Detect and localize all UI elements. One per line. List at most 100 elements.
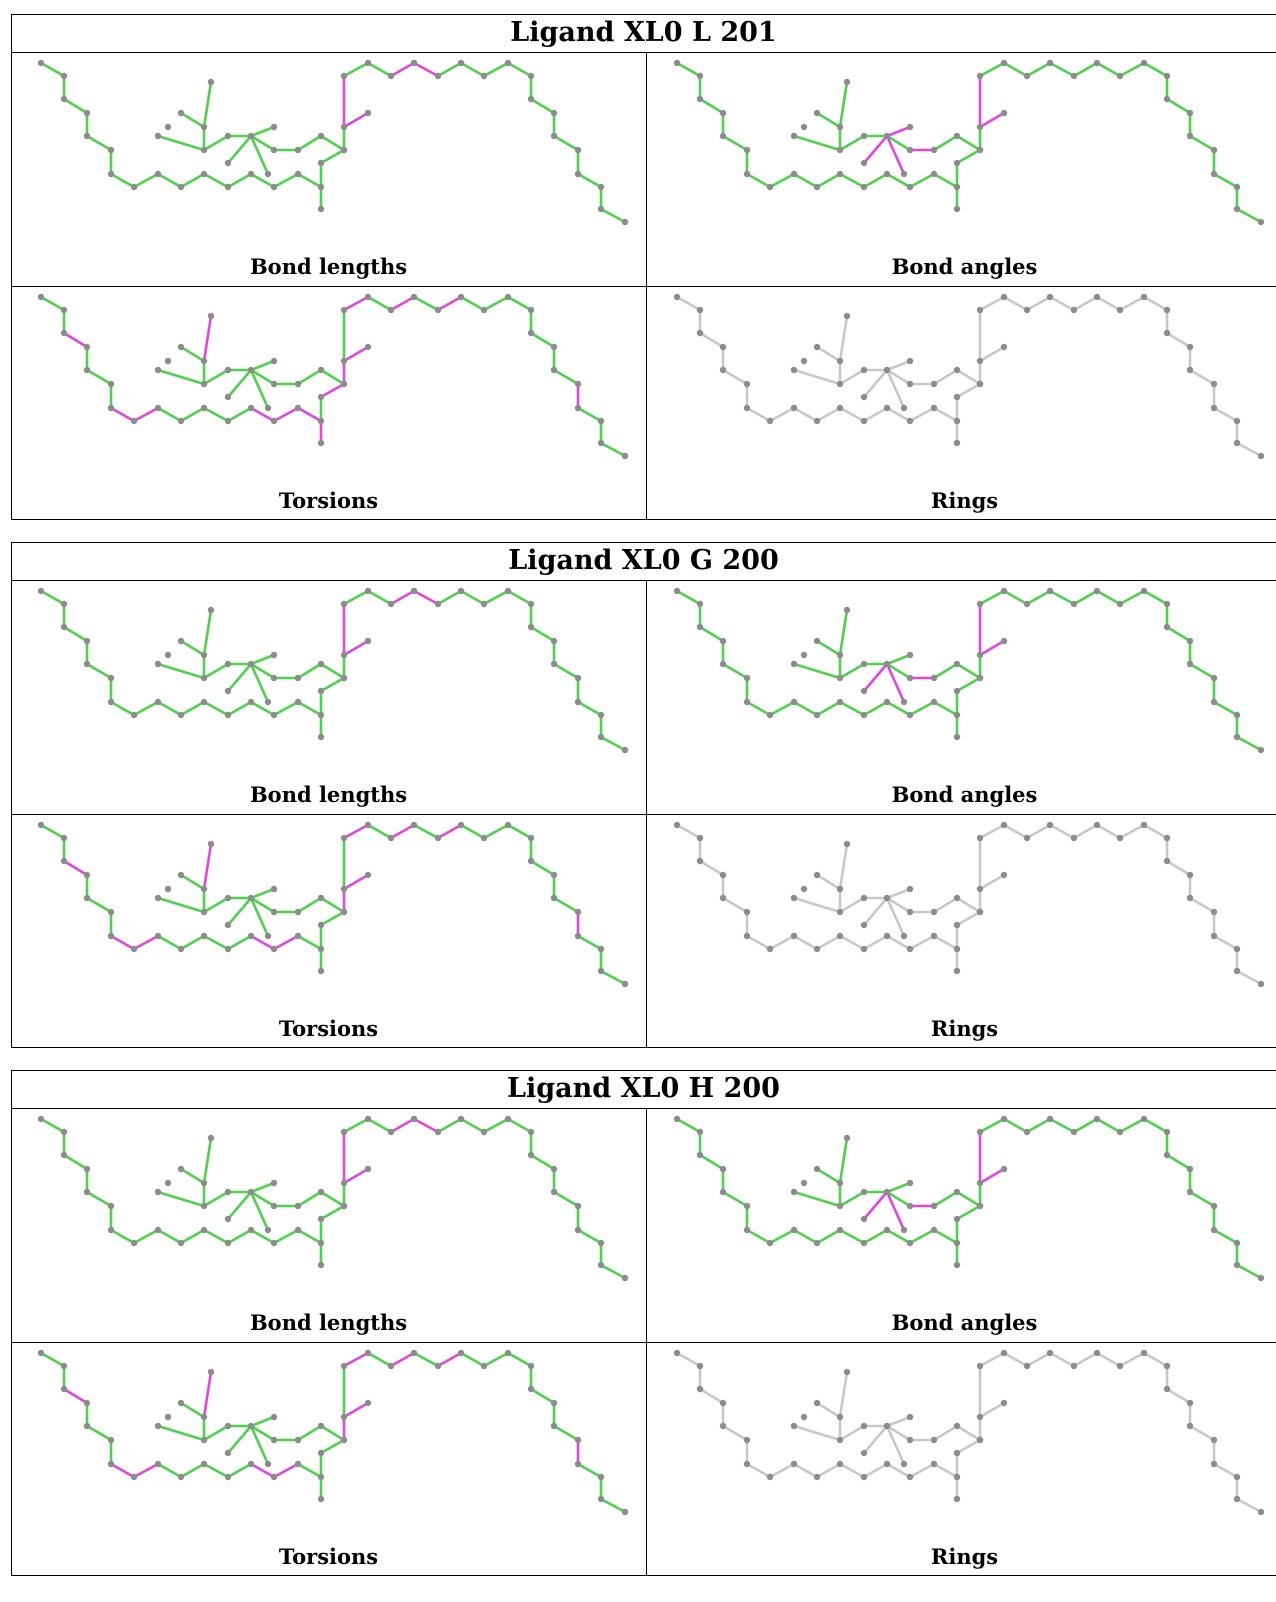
atom xyxy=(480,72,488,80)
bond xyxy=(156,1228,183,1245)
atom xyxy=(1093,59,1101,67)
bond xyxy=(1212,1462,1239,1479)
atom xyxy=(883,1422,891,1430)
bond xyxy=(932,134,959,152)
atom xyxy=(766,1239,774,1247)
bond xyxy=(838,1462,866,1479)
atom xyxy=(696,857,704,865)
bond xyxy=(838,1370,849,1419)
bond xyxy=(85,896,113,914)
row-divider xyxy=(11,814,1276,815)
bond xyxy=(862,700,889,717)
atom xyxy=(574,1436,582,1444)
atom xyxy=(550,1399,558,1407)
atom xyxy=(164,123,172,131)
bond xyxy=(885,1415,912,1428)
ligand-structure-diagram xyxy=(673,587,1265,754)
atom xyxy=(766,417,774,425)
atom xyxy=(264,1460,272,1468)
atom xyxy=(340,1179,348,1187)
panel-label: Bond angles xyxy=(891,782,1038,807)
atom xyxy=(340,1202,348,1210)
bond xyxy=(226,662,253,693)
atom xyxy=(37,587,45,595)
bond xyxy=(529,331,556,349)
atom xyxy=(836,651,844,659)
bond xyxy=(576,934,603,951)
atom xyxy=(107,908,115,916)
atom xyxy=(224,1215,232,1223)
atom xyxy=(387,306,395,314)
atom xyxy=(976,908,984,916)
atom xyxy=(953,1495,961,1503)
atom xyxy=(930,1460,938,1468)
bond xyxy=(721,1424,749,1442)
bond xyxy=(932,1424,959,1442)
bond xyxy=(249,172,276,189)
block-border xyxy=(11,1047,1276,1048)
atom xyxy=(177,109,185,117)
bond xyxy=(202,896,230,914)
atom xyxy=(883,1226,891,1234)
bond xyxy=(202,368,230,386)
atom xyxy=(719,109,727,117)
atom xyxy=(317,1215,325,1223)
atom xyxy=(1210,908,1218,916)
atom xyxy=(130,945,138,953)
atom xyxy=(527,306,535,314)
bond xyxy=(132,1228,160,1245)
bond xyxy=(1002,61,1029,78)
ligand-title: Ligand XL0 G 200 xyxy=(508,545,779,576)
bond xyxy=(156,406,183,423)
atom xyxy=(953,393,961,401)
atom xyxy=(953,733,961,741)
atom xyxy=(719,132,727,140)
bond xyxy=(249,134,270,176)
bond xyxy=(838,134,866,152)
atom xyxy=(154,404,162,412)
atom xyxy=(953,894,961,902)
bond xyxy=(366,589,393,606)
atom xyxy=(790,894,798,902)
block-border xyxy=(11,14,12,520)
bond xyxy=(885,368,906,410)
atom xyxy=(574,1202,582,1210)
bond xyxy=(529,625,556,643)
atom xyxy=(1210,932,1218,940)
atom xyxy=(813,1473,821,1481)
atom xyxy=(906,357,914,365)
atom xyxy=(550,1422,558,1430)
bond xyxy=(1002,295,1029,312)
bond xyxy=(389,1117,416,1134)
atom xyxy=(673,59,681,67)
atom xyxy=(527,1385,535,1393)
atom xyxy=(1233,1239,1241,1247)
atom xyxy=(1233,417,1241,425)
atom xyxy=(1210,380,1218,388)
bond xyxy=(156,134,206,152)
bond xyxy=(885,662,906,704)
atom xyxy=(574,674,582,682)
bond xyxy=(1212,406,1239,423)
bond xyxy=(249,1181,276,1194)
atom xyxy=(597,1261,605,1269)
atom xyxy=(107,1226,115,1234)
atom xyxy=(1070,600,1078,608)
bond xyxy=(955,134,982,152)
atom xyxy=(790,170,798,178)
bond xyxy=(1188,1424,1216,1442)
atom xyxy=(270,1413,278,1421)
atom xyxy=(883,366,891,374)
bond xyxy=(1235,441,1263,458)
atom xyxy=(574,1460,582,1468)
atom xyxy=(906,885,914,893)
bond xyxy=(319,662,346,680)
bond xyxy=(249,662,270,704)
bond xyxy=(342,589,370,606)
atom xyxy=(457,1115,465,1123)
atom xyxy=(270,711,278,719)
bond xyxy=(412,295,440,312)
atom xyxy=(976,1202,984,1210)
atom xyxy=(1186,637,1194,645)
atom xyxy=(1116,72,1124,80)
